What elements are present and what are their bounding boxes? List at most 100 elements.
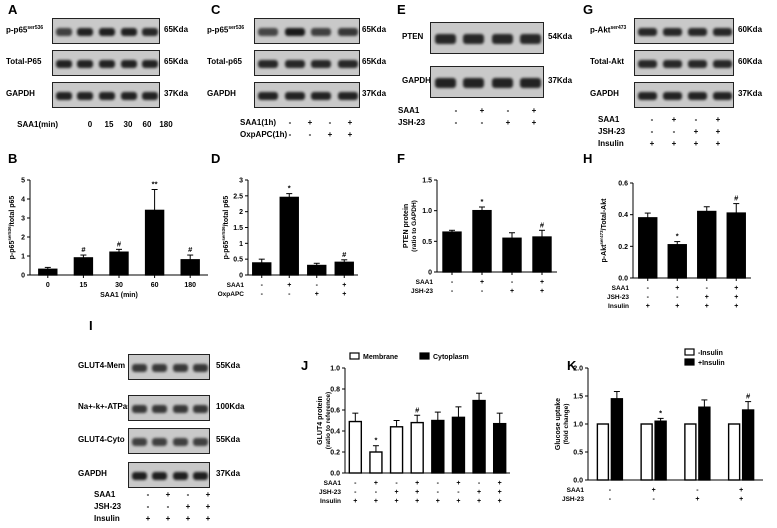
condition-label: Insulin [598,139,624,148]
significance-mark: # [540,220,545,229]
condition-label: OxpAPC(1h) [240,130,288,139]
bar [492,422,507,474]
blot-band [120,91,137,101]
condition-sign: + [395,498,399,505]
blot-row-label: GAPDH [590,89,619,98]
significance-mark: * [659,408,662,417]
condition-sign: - [261,291,264,298]
chart-b: B 0 1 2 3 4 5 p-p65ser536/total p65 # # ** #0 15 30 60… [7,151,208,299]
condition-sign: + [715,139,721,148]
panel-letter-i: I [89,318,93,333]
blot-band [688,59,707,69]
condition-sign: - [316,282,319,289]
y-label-main: p-Akt [601,244,608,263]
blot-row-label: Total-Akt [590,57,624,66]
y-label-sup: ser473 [599,230,604,245]
condition-sign: + [715,115,721,124]
y-tick-label: 1.5 [573,394,583,401]
kda-label: 65Kda [362,57,387,66]
kda-label: 65Kda [164,57,189,66]
y-label-rest: /total p65 [9,196,16,227]
y-tick-label: 2 [239,209,243,216]
y-tick-label: 1.5 [422,178,432,185]
blot-strip [254,50,360,76]
condition-sign: - [480,118,484,127]
significance-mark: # [117,239,122,248]
condition-sign: + [395,489,399,496]
blot-row-label-text: PTEN [402,32,424,41]
blot-band [311,59,332,69]
condition-sign: - [354,480,357,487]
blot-row-label-sup: ser473 [610,25,627,31]
y-tick-label: 1.5 [233,225,243,232]
blot-band [131,471,147,481]
bar [279,196,299,276]
condition-sign: - [288,291,291,298]
condition-sign: - [451,288,454,295]
condition-label: SAA1 [227,282,245,289]
blot-band [172,364,188,372]
kda-label: 100Kda [216,402,245,411]
kda-label: 65Kda [164,25,189,34]
condition-label: SAA1 [567,487,585,494]
significance-mark: * [288,184,291,193]
bar [180,259,200,276]
condition-value: 0 [87,120,93,129]
condition-label: SAA1(1h) [240,118,277,127]
y-tick-label: 0.0 [330,471,340,478]
kda-label: 60Kda [738,25,763,34]
condition-sign: - [395,480,398,487]
blot-row-label-text: Total-Akt [590,57,625,66]
kda-label: 55Kda [216,361,241,370]
condition-sign: - [652,496,655,503]
condition-label: OxpAPC [218,291,245,298]
y-tick-label: 1.0 [330,366,340,373]
y-tick-label: 0.6 [330,408,340,415]
blot-band [713,59,732,69]
condition-label: Insulin [320,498,341,505]
blot-band [663,59,682,69]
blot-row-label-text: p-p65 [6,25,28,35]
condition-sign: - [481,288,484,295]
condition-label: SAA1(min) [17,120,58,129]
y-label-main: p-p65 [9,241,16,260]
bar [252,262,272,276]
blot-band [131,364,147,372]
blot-strip [128,354,210,380]
blot-strip [430,66,544,98]
condition-sign: - [647,294,650,301]
condition-sign: - [676,294,679,301]
blot-row-label-text: GAPDH [590,89,619,98]
blot-band [152,438,168,446]
panel-letter-e: E [397,2,406,17]
blot-strip [128,428,210,454]
y-tick-label: 0.2 [618,244,628,251]
condition-sign: - [308,130,312,139]
blot-row-label: GAPDH [6,89,35,98]
blot-band [434,77,456,89]
y-label-rest: /Total-Akt [601,198,608,230]
condition-sign: + [342,291,346,298]
condition-sign: - [511,279,514,286]
condition-sign: + [347,118,353,127]
kda-label: 37Kda [548,76,573,85]
blot-row-label-text: Total-P65 [6,57,42,66]
blot-band [434,33,456,45]
blot-band [172,471,188,481]
condition-value: 60 [142,120,152,129]
blot-strip [634,50,734,76]
bar [684,423,697,481]
blot-band [120,59,137,69]
kda-label: 65Kda [362,25,387,34]
condition-label: JSH-23 [562,496,584,503]
condition-sign: - [454,118,458,127]
blot-band [463,77,485,89]
condition-sign: + [649,139,655,148]
condition-sign: + [739,496,743,503]
blot-band [663,27,682,37]
bar [307,264,327,276]
condition-sign: + [287,282,291,289]
condition-value: 15 [104,120,114,129]
condition-sign: - [288,130,292,139]
blot-band [491,33,513,45]
